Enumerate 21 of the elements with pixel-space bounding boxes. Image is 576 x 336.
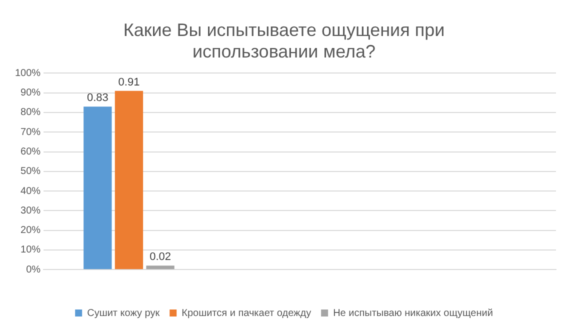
y-tick-label: 70% [20,126,41,138]
y-tick-label: 10% [20,244,41,256]
chart-title: Какие Вы испытываете ощущения при использовании мела? [123,20,445,62]
y-tick-label: 20% [20,225,41,236]
data-label: 0.83 [86,92,108,104]
legend-label: Не испытываю никаких ощущений [333,308,493,319]
data-label: 0.02 [150,251,172,264]
y-tick-label: 80% [20,107,41,118]
legend-label: Крошится и пачкает одежду [182,308,312,319]
bar [114,90,144,270]
bar [84,106,112,270]
y-tick-label: 60% [20,146,41,158]
data-label: 0.91 [118,76,140,88]
bar [146,266,174,270]
y-tick-label: 100% [15,68,41,79]
y-tick-label: 40% [20,186,41,197]
y-tick-label: 90% [20,88,41,99]
y-tick-label: 50% [20,166,41,178]
legend-label: Сушит кожу рук [87,308,160,319]
y-tick-label: 30% [20,205,41,216]
y-tick-label: 0% [26,264,41,276]
